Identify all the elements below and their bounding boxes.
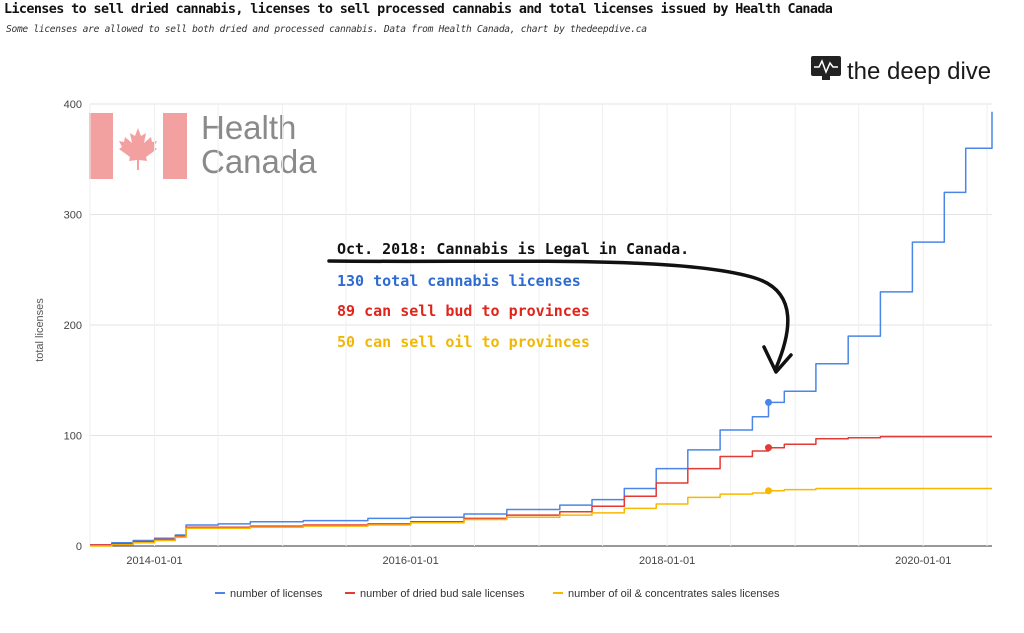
series-line-dried-bud	[90, 435, 992, 546]
x-axis-ticks: 2014-01-01 2016-01-01 2018-01-01 2020-01-01	[126, 555, 951, 567]
annotation-oil-licenses: 50 can sell oil to provinces	[337, 333, 590, 351]
flag-left-bar	[89, 113, 113, 179]
annotation-total-licenses: 130 total cannabis licenses	[337, 272, 581, 290]
x-tick-label: 2014-01-01	[126, 555, 182, 567]
y-tick-label: 100	[64, 431, 82, 443]
y-tick-label: 400	[64, 99, 82, 111]
x-tick-label: 2018-01-01	[639, 555, 695, 567]
legend-label: number of dried bud sale licenses	[360, 588, 525, 600]
annotation-headline: Oct. 2018: Cannabis is Legal in Canada.	[337, 240, 689, 258]
annotation-bud-licenses: 89 can sell bud to provinces	[337, 302, 590, 320]
gridlines	[89, 103, 992, 547]
highlight-points	[765, 398, 773, 495]
x-tick-label: 2016-01-01	[383, 555, 439, 567]
annotation-arrow	[327, 259, 790, 370]
highlight-point	[765, 398, 773, 406]
x-tick-label: 2020-01-01	[895, 555, 951, 567]
maple-leaf-icon	[119, 128, 157, 170]
annotation: Oct. 2018: Cannabis is Legal in Canada. …	[327, 240, 793, 374]
highlight-point	[765, 487, 773, 495]
y-tick-label: 200	[64, 320, 82, 332]
chart-subtitle: Some licenses are allowed to sell both d…	[6, 24, 647, 35]
legend-label: number of oil & concentrates sales licen…	[568, 588, 780, 600]
health-canada-logo: Health Canada	[89, 109, 317, 180]
y-tick-label: 0	[76, 541, 82, 553]
highlight-point	[765, 444, 773, 452]
y-axis-title: total licenses	[34, 298, 46, 362]
flag-right-bar	[163, 113, 187, 179]
annotation-arrowhead	[762, 345, 793, 374]
monitor-icon	[811, 56, 841, 76]
monitor-stand-icon	[822, 76, 830, 80]
legend: number of licenses number of dried bud sa…	[215, 588, 780, 600]
pulse-line-icon	[814, 59, 838, 75]
deep-dive-logo: the deep dive	[811, 56, 991, 85]
series-line-oil	[90, 487, 992, 547]
series-lines	[90, 111, 993, 547]
y-tick-label: 300	[64, 210, 82, 222]
health-canada-word-health: Health	[201, 109, 296, 146]
deep-dive-wordmark: the deep dive	[847, 58, 991, 85]
y-axis-ticks: 0 100 200 300 400	[64, 99, 82, 553]
legend-label: number of licenses	[230, 588, 323, 600]
health-canada-word-canada: Canada	[201, 143, 317, 180]
chart-title: Licenses to sell dried cannabis, license…	[4, 2, 833, 17]
